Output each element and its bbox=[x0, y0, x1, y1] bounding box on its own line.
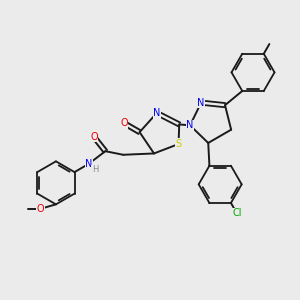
Text: N: N bbox=[85, 159, 93, 169]
Text: N: N bbox=[186, 120, 194, 130]
Text: N: N bbox=[153, 108, 160, 118]
Text: S: S bbox=[176, 139, 182, 149]
Text: Cl: Cl bbox=[232, 208, 242, 218]
Text: H: H bbox=[92, 165, 98, 174]
Text: O: O bbox=[90, 132, 98, 142]
Text: N: N bbox=[197, 98, 205, 108]
Text: O: O bbox=[37, 204, 44, 214]
Text: O: O bbox=[120, 118, 128, 128]
